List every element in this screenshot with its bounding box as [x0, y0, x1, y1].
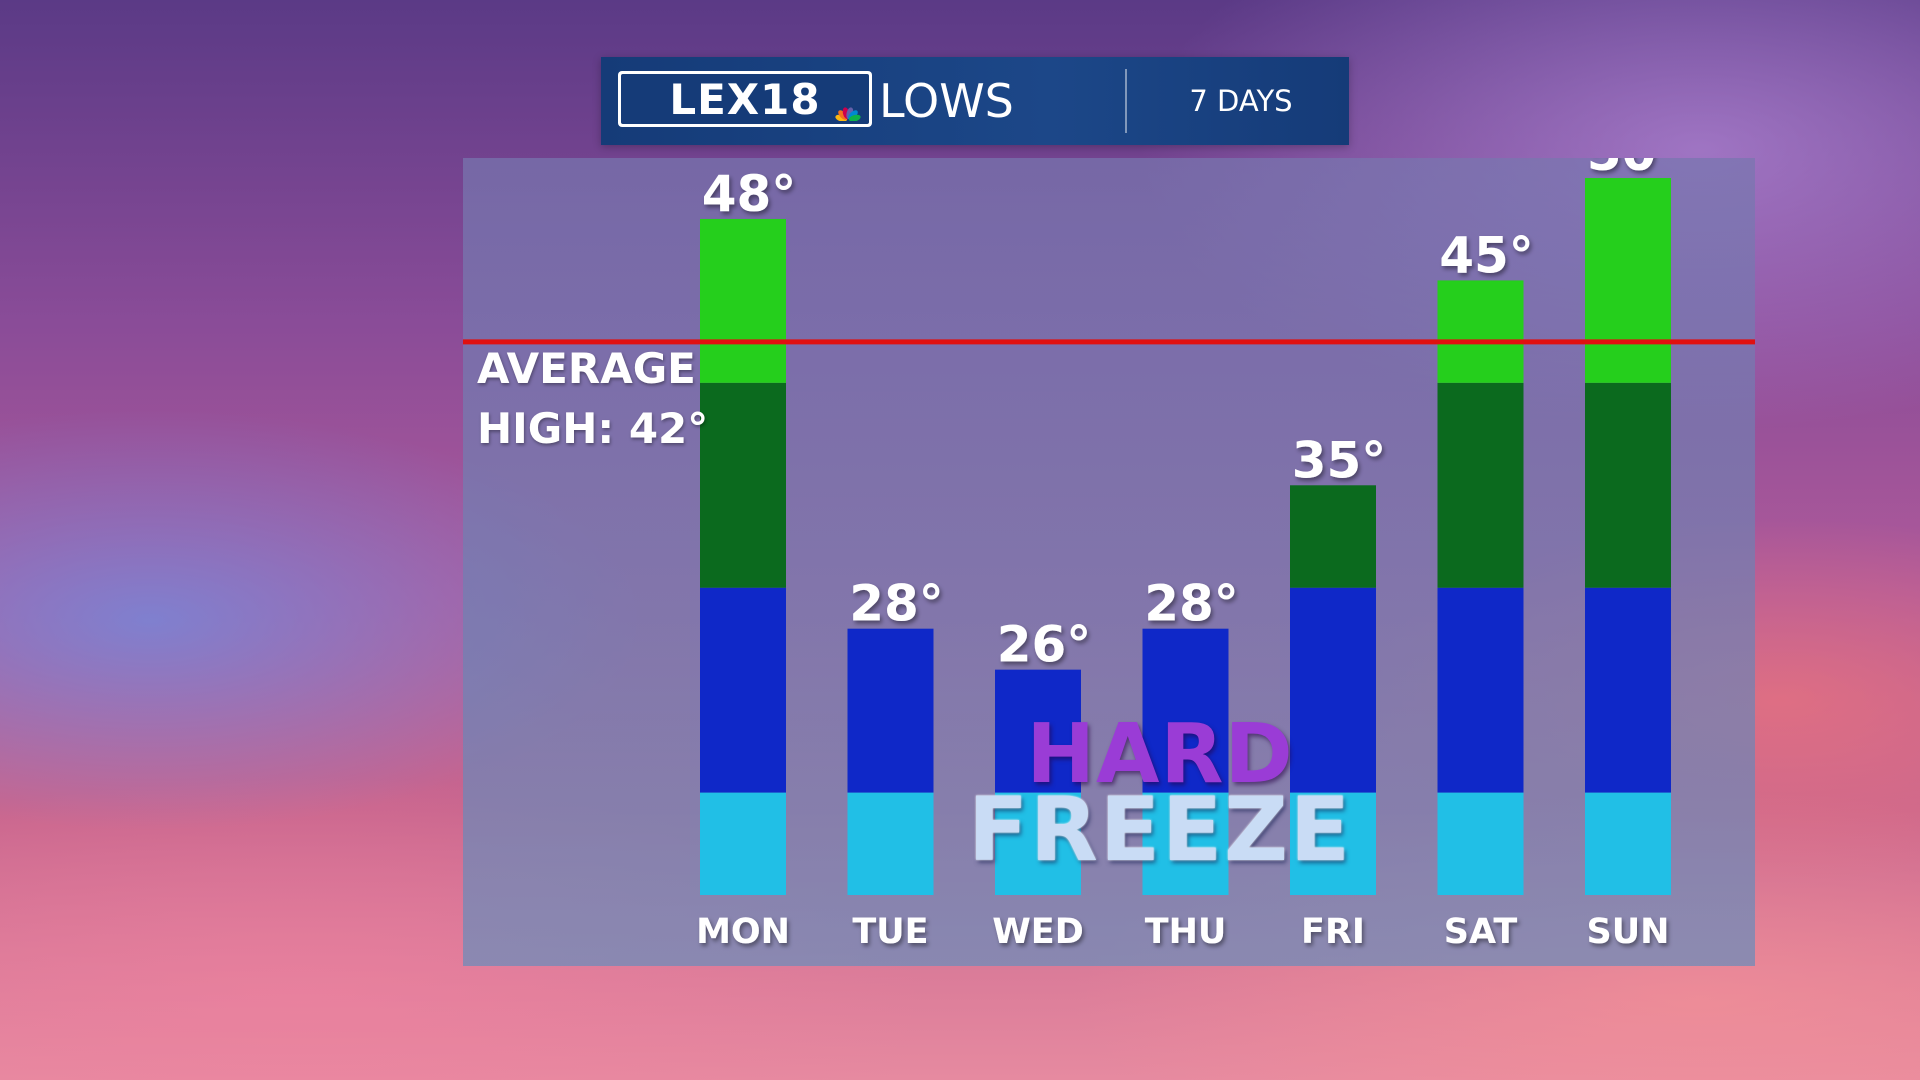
bar-segment-mon-3	[700, 218, 786, 383]
bar-segment-wed-0	[995, 792, 1081, 895]
bar-segment-wed-1	[995, 669, 1081, 793]
header-divider	[1125, 69, 1127, 133]
value-label-fri: 35°	[1292, 431, 1387, 489]
bar-segment-tue-1	[847, 628, 934, 793]
value-label-tue: 28°	[849, 575, 944, 633]
bar-sun	[1585, 178, 1671, 895]
nbc-peacock-icon	[835, 107, 861, 121]
bar-mon	[700, 218, 786, 895]
bar-chart: 48° MON 28° TUE 26° WED 28° THU 35° FRI 45° SAT 50° S…	[463, 158, 1755, 952]
bar-segment-thu-0	[1142, 792, 1229, 895]
lex18-logo: LEX18	[618, 71, 872, 127]
bar-segment-sun-1	[1585, 587, 1671, 793]
value-label-wed: 26°	[997, 616, 1092, 674]
bar-wed	[995, 669, 1081, 895]
category-label-thu: THU	[1145, 912, 1227, 952]
bar-segment-sun-3	[1585, 178, 1671, 383]
average-label-line2: HIGH: 42°	[477, 404, 709, 453]
bar-segment-mon-2	[700, 382, 786, 588]
logo-text: LEX18	[621, 74, 869, 124]
bar-segment-fri-1	[1290, 587, 1376, 793]
bar-sat	[1437, 280, 1524, 895]
bar-tue	[847, 628, 934, 895]
bar-segment-fri-0	[1290, 792, 1376, 895]
category-label-wed: WED	[992, 912, 1084, 952]
header-title: LOWS	[879, 74, 1014, 128]
bar-fri	[1290, 485, 1376, 895]
bar-segment-fri-2	[1290, 485, 1376, 588]
bar-segment-sat-0	[1437, 792, 1524, 895]
bar-segment-tue-0	[847, 792, 934, 895]
bar-thu	[1142, 628, 1229, 895]
bar-segment-sat-3	[1437, 280, 1524, 383]
value-label-mon: 48°	[702, 165, 797, 223]
bar-segment-thu-1	[1142, 628, 1229, 793]
header-bar: LEX18 LOWS 7 DAYS	[601, 57, 1349, 145]
bar-segment-sat-1	[1437, 587, 1524, 793]
bar-segment-mon-1	[700, 587, 786, 793]
bar-segment-sun-0	[1585, 792, 1671, 895]
callout-freeze: FREEZE	[967, 778, 1353, 881]
bar-segment-sun-2	[1585, 382, 1671, 588]
average-label-line1: AVERAGE	[477, 344, 696, 393]
category-label-fri: FRI	[1301, 912, 1365, 952]
hard-freeze-callout: HARD FREEZE	[960, 707, 1360, 878]
category-label-sat: SAT	[1444, 912, 1518, 952]
bar-segment-mon-0	[700, 792, 786, 895]
value-label-thu: 28°	[1144, 575, 1239, 633]
chart-panel: 48° MON 28° TUE 26° WED 28° THU 35° FRI 45° SAT 50° S…	[463, 158, 1755, 966]
value-label-sat: 45°	[1439, 226, 1534, 284]
callout-hard: HARD	[1026, 707, 1294, 802]
bar-segment-sat-2	[1437, 382, 1524, 588]
value-label-sun: 50°	[1587, 158, 1682, 182]
category-label-mon: MON	[696, 912, 790, 952]
category-label-tue: TUE	[852, 912, 928, 952]
header-period: 7 DAYS	[1189, 84, 1293, 118]
category-label-sun: SUN	[1587, 912, 1670, 952]
